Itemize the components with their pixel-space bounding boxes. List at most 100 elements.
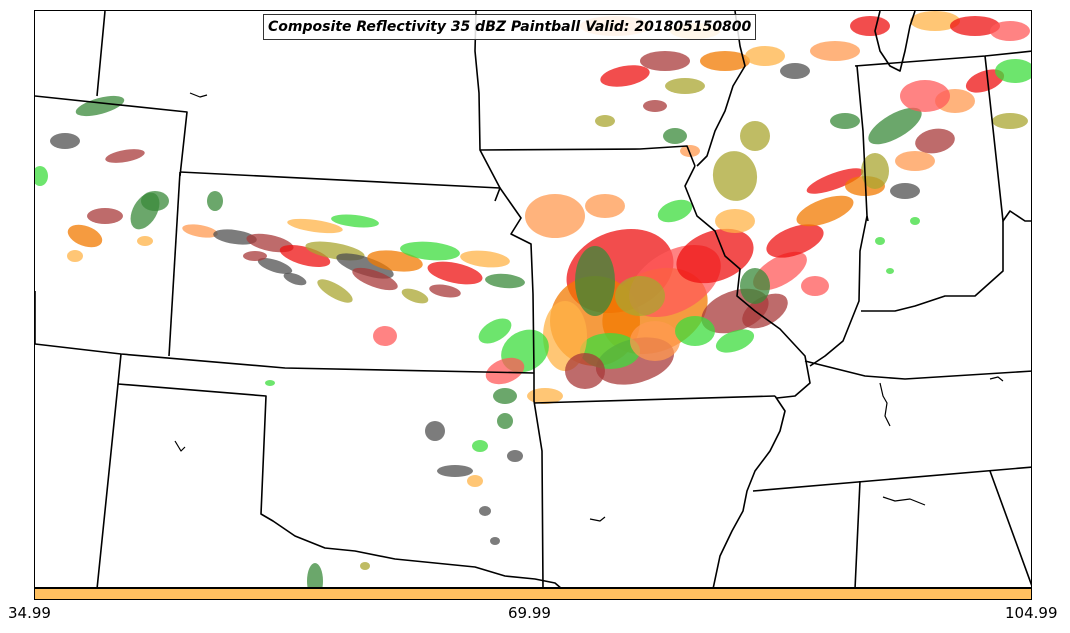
reflectivity-cell xyxy=(527,388,563,404)
reflectivity-cell xyxy=(472,440,488,452)
state-boundary-line xyxy=(474,11,535,374)
reflectivity-cell xyxy=(257,258,293,274)
reflectivity-cell xyxy=(213,229,257,245)
state-boundary-line xyxy=(168,171,181,357)
reflectivity-cell xyxy=(990,21,1030,41)
reflectivity-cell xyxy=(373,326,397,346)
state-boundary-line xyxy=(35,95,188,177)
colorbar-tick-label-right: 104.99 xyxy=(1005,604,1058,622)
reflectivity-cell xyxy=(910,11,960,31)
reflectivity-cell xyxy=(875,237,885,245)
reflectivity-cell xyxy=(715,329,755,353)
state-boundary-line xyxy=(866,215,869,222)
reflectivity-cell xyxy=(830,113,860,129)
reflectivity-cell xyxy=(137,236,153,246)
reflectivity-cell xyxy=(478,318,512,344)
reflectivity-cell xyxy=(425,421,445,441)
lake-outline xyxy=(989,376,1004,382)
reflectivity-cell xyxy=(437,465,473,477)
map-panel[interactable] xyxy=(34,10,1032,588)
reflectivity-cell xyxy=(507,450,523,462)
reflectivity-cell xyxy=(886,268,894,274)
lake-outline xyxy=(882,496,926,506)
state-boundary-line xyxy=(752,466,1031,492)
reflectivity-cell xyxy=(700,51,750,71)
reflectivity-cell xyxy=(75,95,125,117)
reflectivity-cell xyxy=(490,537,500,545)
reflectivity-cell xyxy=(995,59,1031,83)
state-boundary-line xyxy=(989,470,1031,586)
state-boundary-line xyxy=(96,353,122,587)
reflectivity-cell xyxy=(600,65,650,87)
state-boundary-line xyxy=(533,395,776,404)
reflectivity-cell xyxy=(740,121,770,151)
state-boundary-line xyxy=(861,221,1004,312)
lake-outline xyxy=(589,516,606,522)
lake-outline xyxy=(174,440,186,452)
state-boundary-line xyxy=(684,165,811,399)
reflectivity-cell xyxy=(890,183,920,199)
reflectivity-cell xyxy=(265,380,275,386)
reflectivity-cell xyxy=(279,245,331,267)
reflectivity-cell xyxy=(467,475,483,487)
reflectivity-cell xyxy=(676,228,754,284)
reflectivity-cell xyxy=(565,353,605,389)
state-boundary-line xyxy=(96,11,106,97)
reflectivity-cell xyxy=(780,63,810,79)
state-boundary-line xyxy=(533,373,544,587)
reflectivity-cell xyxy=(585,194,625,218)
reflectivity-cell xyxy=(665,78,705,94)
lake-outline xyxy=(189,92,208,98)
state-boundary-line xyxy=(874,11,916,72)
reflectivity-cell xyxy=(485,273,525,289)
reflectivity-cell xyxy=(965,69,1005,93)
reflectivity-cell xyxy=(87,208,123,224)
reflectivity-cell xyxy=(105,149,145,163)
reflectivity-map xyxy=(35,11,1031,587)
reflectivity-cell xyxy=(715,209,755,233)
state-boundary-line xyxy=(712,395,786,587)
state-boundary-line xyxy=(479,145,696,167)
reflectivity-cell xyxy=(640,51,690,71)
state-boundary-line xyxy=(179,171,501,202)
reflectivity-cell xyxy=(806,168,864,194)
reflectivity-cell xyxy=(595,115,615,127)
reflectivity-cell xyxy=(643,100,667,112)
reflectivity-cell xyxy=(915,128,955,154)
reflectivity-cell xyxy=(745,46,785,66)
reflectivity-cell xyxy=(35,166,48,186)
reflectivity-cell xyxy=(479,506,491,516)
state-boundary-line xyxy=(809,65,868,367)
reflectivity-cell xyxy=(575,246,615,316)
colorbar-tick-label-middle: 69.99 xyxy=(508,604,551,622)
reflectivity-cell xyxy=(360,562,370,570)
reflectivity-cell xyxy=(67,250,83,262)
reflectivity-cell xyxy=(243,251,267,261)
reflectivity-cell xyxy=(427,261,483,285)
reflectivity-cell xyxy=(331,214,379,228)
reflectivity-cell xyxy=(317,279,353,303)
colorbar xyxy=(34,588,1032,600)
reflectivity-cell xyxy=(850,16,890,36)
colorbar-tick-label-left: 34.99 xyxy=(8,604,51,622)
reflectivity-cell xyxy=(910,217,920,225)
reflectivity-cell xyxy=(895,151,935,171)
reflectivity-cell xyxy=(766,224,824,258)
reflectivity-cell xyxy=(497,413,513,429)
reflectivity-cell xyxy=(182,224,218,238)
reflectivity-cell xyxy=(796,195,854,227)
state-boundary-line xyxy=(854,480,861,587)
reflectivity-cell xyxy=(712,151,758,201)
state-boundary-line xyxy=(117,383,561,587)
reflectivity-cell xyxy=(675,316,715,346)
reflectivity-cell xyxy=(400,241,460,261)
reflectivity-cell xyxy=(141,191,169,211)
reflectivity-cell xyxy=(283,272,307,286)
reflectivity-cell xyxy=(307,563,323,587)
state-boundaries xyxy=(35,11,1031,587)
reflectivity-cell xyxy=(460,250,510,268)
reflectivity-cell xyxy=(657,199,693,223)
state-boundary-line xyxy=(35,343,535,374)
reflectivity-cell xyxy=(630,321,680,361)
state-boundary-line xyxy=(984,55,1031,222)
